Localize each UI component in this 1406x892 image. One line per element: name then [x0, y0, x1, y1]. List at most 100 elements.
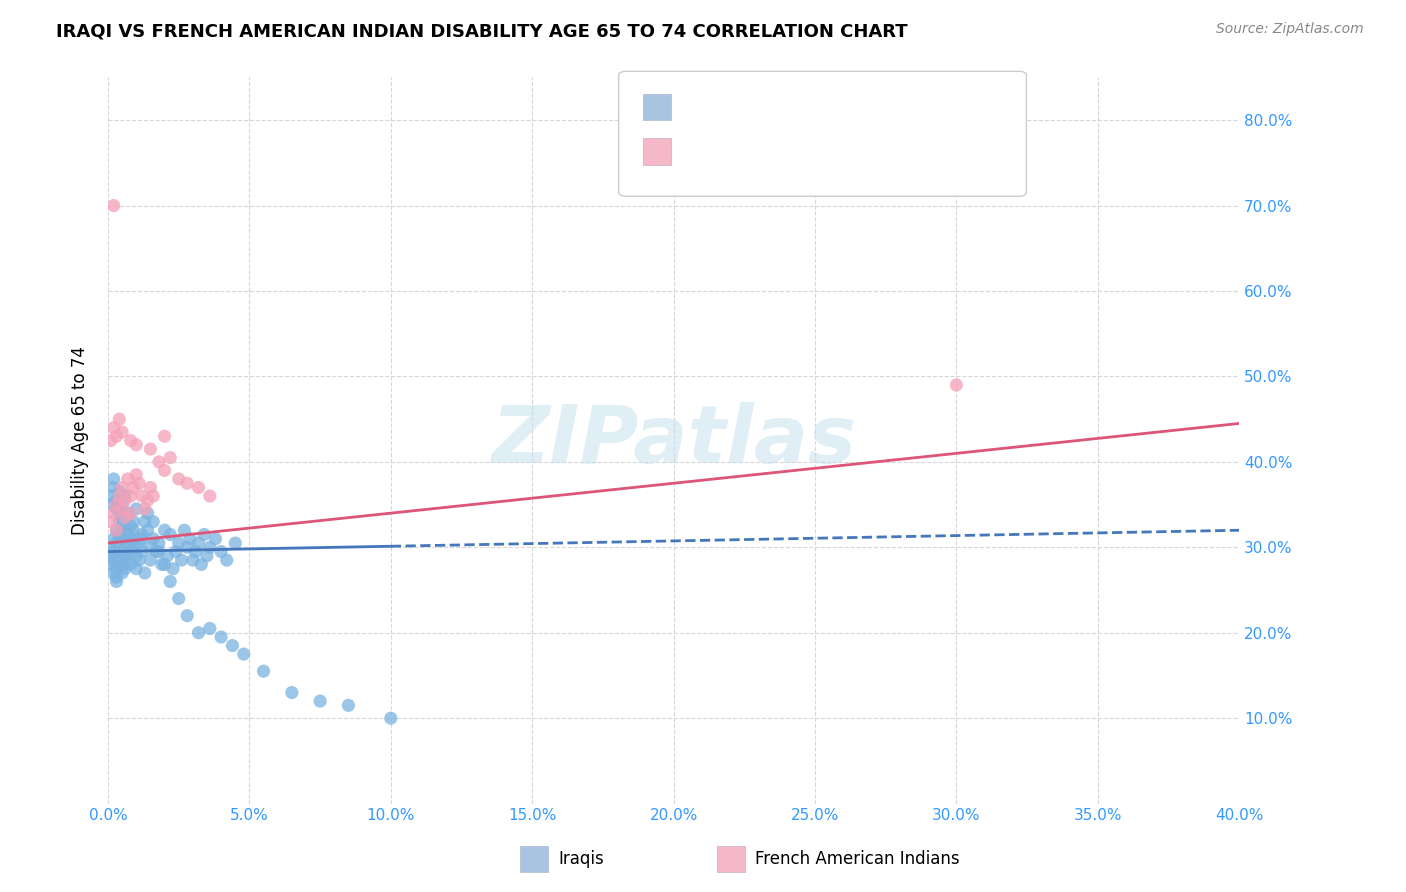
- Point: [120, 558, 142, 572]
- Point: [139, 541, 162, 555]
- Point: [224, 536, 246, 550]
- Point: [162, 562, 184, 576]
- Point: [159, 450, 181, 465]
- Point: [153, 558, 176, 572]
- Point: [100, 434, 122, 448]
- Point: [108, 484, 131, 499]
- Point: [114, 510, 136, 524]
- Point: [125, 501, 148, 516]
- Point: [114, 541, 136, 555]
- Point: [184, 544, 207, 558]
- Point: [108, 412, 131, 426]
- Point: [117, 536, 139, 550]
- Point: [117, 472, 139, 486]
- Point: [134, 566, 156, 580]
- Point: [131, 532, 153, 546]
- Point: [131, 489, 153, 503]
- Point: [105, 562, 128, 576]
- Point: [128, 553, 150, 567]
- Point: [111, 519, 134, 533]
- Point: [198, 541, 221, 555]
- Point: [153, 463, 176, 477]
- Point: [122, 515, 145, 529]
- Point: [153, 523, 176, 537]
- Point: [114, 549, 136, 563]
- Point: [198, 489, 221, 503]
- Point: [193, 527, 215, 541]
- Point: [190, 558, 212, 572]
- Point: [215, 553, 238, 567]
- Point: [114, 489, 136, 503]
- Point: [108, 553, 131, 567]
- Text: 0.169: 0.169: [714, 143, 766, 161]
- Point: [136, 506, 159, 520]
- Text: Source: ZipAtlas.com: Source: ZipAtlas.com: [1216, 22, 1364, 37]
- Point: [176, 608, 198, 623]
- Point: [103, 566, 125, 580]
- Point: [105, 536, 128, 550]
- Point: [198, 622, 221, 636]
- Point: [134, 515, 156, 529]
- Point: [128, 536, 150, 550]
- Point: [100, 549, 122, 563]
- Point: [148, 544, 170, 558]
- Point: [103, 544, 125, 558]
- Point: [122, 541, 145, 555]
- Point: [111, 510, 134, 524]
- Point: [125, 562, 148, 576]
- Point: [105, 493, 128, 508]
- Point: [103, 532, 125, 546]
- Point: [100, 498, 122, 512]
- Point: [167, 472, 190, 486]
- Point: [209, 544, 232, 558]
- Point: [103, 481, 125, 495]
- Point: [103, 472, 125, 486]
- Point: [221, 639, 243, 653]
- Point: [139, 442, 162, 456]
- Point: [122, 523, 145, 537]
- Point: [120, 544, 142, 558]
- Text: Iraqis: Iraqis: [558, 850, 605, 868]
- Point: [128, 476, 150, 491]
- Point: [120, 489, 142, 503]
- Point: [252, 664, 274, 678]
- Point: [232, 647, 254, 661]
- Point: [131, 527, 153, 541]
- Point: [142, 532, 165, 546]
- Point: [105, 523, 128, 537]
- Point: [179, 532, 201, 546]
- Text: 38: 38: [827, 143, 849, 161]
- Point: [139, 481, 162, 495]
- Text: R =: R =: [682, 143, 718, 161]
- Point: [156, 549, 179, 563]
- Point: [209, 630, 232, 644]
- Point: [108, 515, 131, 529]
- Point: [111, 501, 134, 516]
- Point: [159, 574, 181, 589]
- Point: [114, 493, 136, 508]
- Point: [187, 481, 209, 495]
- Point: [120, 434, 142, 448]
- Text: N =: N =: [794, 143, 831, 161]
- Point: [120, 506, 142, 520]
- Text: R =: R =: [682, 98, 718, 116]
- Point: [105, 570, 128, 584]
- Point: [114, 527, 136, 541]
- Point: [111, 506, 134, 520]
- Point: [105, 429, 128, 443]
- Point: [148, 536, 170, 550]
- Point: [105, 523, 128, 537]
- Point: [117, 506, 139, 520]
- Point: [142, 489, 165, 503]
- Point: [136, 493, 159, 508]
- Point: [165, 544, 187, 558]
- Point: [167, 591, 190, 606]
- Point: [173, 523, 195, 537]
- Point: [142, 515, 165, 529]
- Point: [108, 527, 131, 541]
- Point: [111, 425, 134, 439]
- Point: [114, 562, 136, 576]
- Point: [122, 481, 145, 495]
- Point: [195, 549, 218, 563]
- Point: [131, 544, 153, 558]
